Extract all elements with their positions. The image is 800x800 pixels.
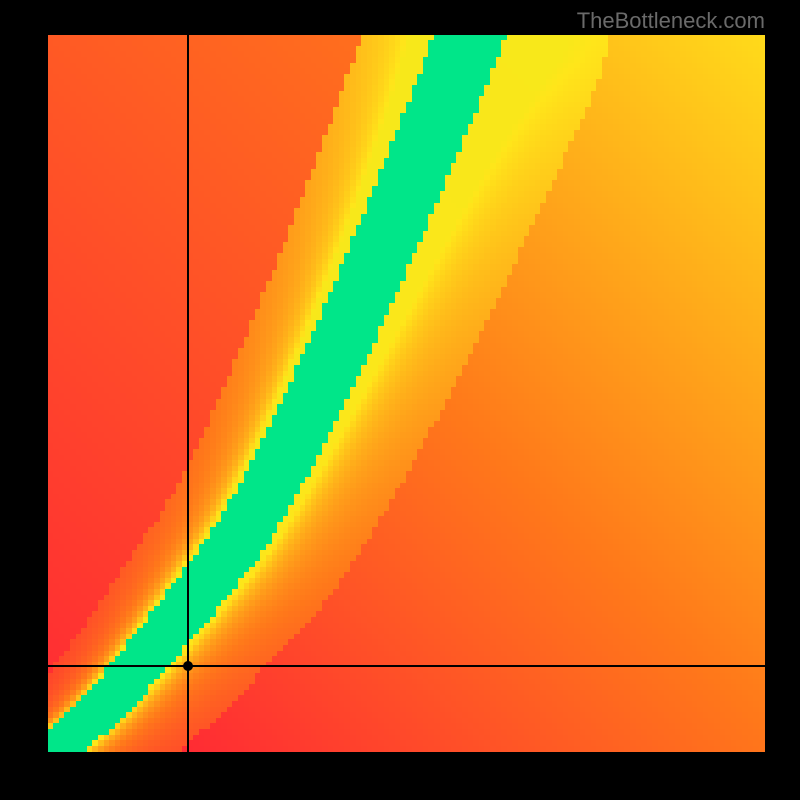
heatmap-canvas	[48, 35, 765, 752]
watermark-text: TheBottleneck.com	[577, 8, 765, 34]
chart-container: TheBottleneck.com	[0, 0, 800, 800]
plot-area	[48, 35, 765, 752]
